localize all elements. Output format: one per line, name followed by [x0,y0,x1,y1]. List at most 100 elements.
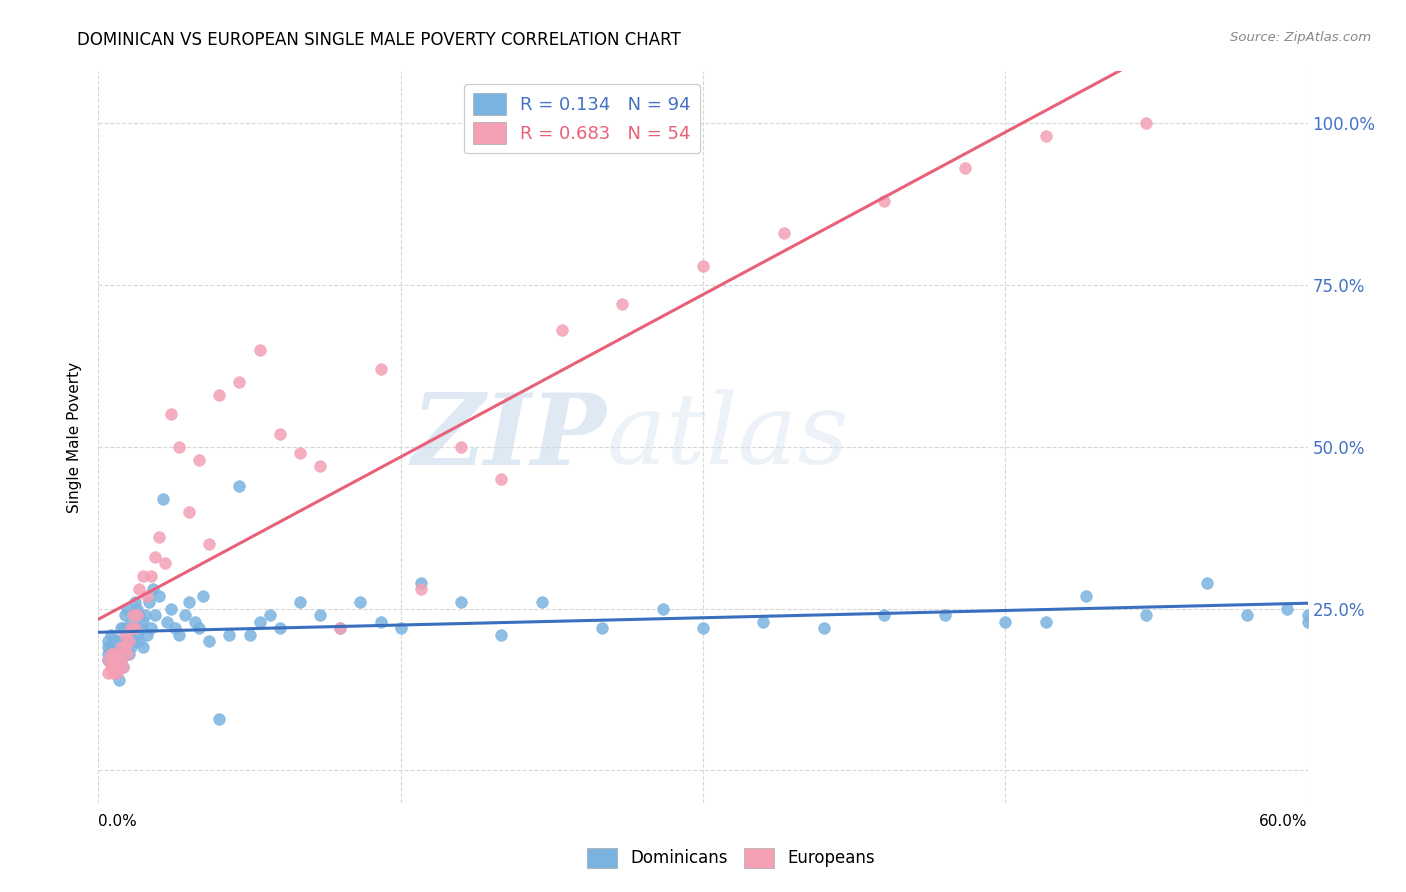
Point [110,653,132,667]
Point [813,621,835,635]
Point [111,621,134,635]
Legend: Dominicans, Europeans: Dominicans, Europeans [581,841,882,875]
Point [118,647,141,661]
Point [115,647,138,661]
Point [124,595,146,609]
Point [139,569,162,583]
Point [114,640,136,655]
Point [128,608,150,623]
Point [329,621,352,635]
Point [103,640,125,655]
Point [120,621,142,635]
Point [101,634,124,648]
Point [1296,608,1319,623]
Point [692,259,714,273]
Point [97,647,120,661]
Point [1135,608,1157,623]
Point [288,446,311,460]
Text: ZIP: ZIP [412,389,606,485]
Point [1074,589,1097,603]
Point [110,653,132,667]
Point [994,615,1017,629]
Point [139,621,162,635]
Point [100,660,122,674]
Point [121,634,143,648]
Point [228,478,250,492]
Point [269,621,291,635]
Y-axis label: Single Male Poverty: Single Male Poverty [67,361,83,513]
Point [142,582,165,597]
Point [167,627,190,641]
Point [156,615,179,629]
Point [873,194,896,208]
Point [188,452,211,467]
Point [138,595,160,609]
Point [125,608,148,623]
Point [249,343,271,357]
Point [163,621,186,635]
Point [198,634,221,648]
Point [100,640,122,655]
Point [101,666,124,681]
Point [134,608,156,623]
Point [491,472,513,486]
Point [389,621,412,635]
Point [105,653,128,667]
Point [309,608,332,623]
Point [953,161,976,176]
Point [193,589,215,603]
Point [105,647,128,661]
Point [269,426,291,441]
Point [107,660,129,674]
Point [111,647,134,661]
Point [97,634,120,648]
Point [143,549,166,564]
Point [152,491,174,506]
Text: DOMINICAN VS EUROPEAN SINGLE MALE POVERTY CORRELATION CHART: DOMINICAN VS EUROPEAN SINGLE MALE POVERT… [77,31,681,49]
Point [160,601,183,615]
Point [124,621,146,635]
Point [551,323,574,337]
Point [370,362,392,376]
Point [160,408,183,422]
Point [128,582,150,597]
Point [107,660,129,674]
Point [132,615,155,629]
Point [107,647,129,661]
Point [148,589,170,603]
Text: 60.0%: 60.0% [1260,814,1308,830]
Point [124,621,146,635]
Point [114,640,136,655]
Point [100,653,122,667]
Text: atlas: atlas [606,390,849,484]
Point [125,627,148,641]
Point [249,615,271,629]
Point [125,601,148,615]
Point [120,640,142,655]
Point [107,647,129,661]
Point [228,375,250,389]
Point [409,582,432,597]
Point [101,647,124,661]
Point [591,621,613,635]
Point [120,615,142,629]
Point [349,595,371,609]
Point [239,627,262,641]
Point [103,660,125,674]
Point [103,653,125,667]
Point [370,615,392,629]
Point [97,653,120,667]
Point [100,647,122,661]
Point [198,537,221,551]
Point [167,440,190,454]
Text: Source: ZipAtlas.com: Source: ZipAtlas.com [1230,31,1371,45]
Point [772,226,794,240]
Point [1135,116,1157,130]
Point [530,595,553,609]
Point [97,653,120,667]
Point [179,595,201,609]
Point [1277,601,1299,615]
Point [110,621,132,635]
Point [208,388,231,402]
Point [409,575,432,590]
